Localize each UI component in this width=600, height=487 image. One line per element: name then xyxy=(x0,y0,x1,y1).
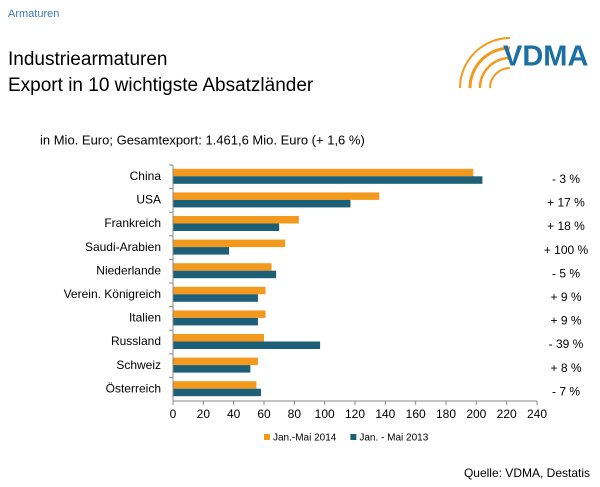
bar xyxy=(173,357,258,366)
x-tick-label: 40 xyxy=(227,407,241,421)
change-label: - 7 % xyxy=(552,384,580,398)
bar xyxy=(173,223,280,231)
bar xyxy=(173,270,277,279)
bar xyxy=(173,381,257,389)
bar xyxy=(173,294,258,302)
legend-swatch xyxy=(350,434,357,440)
x-tick-label: 240 xyxy=(527,407,547,421)
change-label: - 3 % xyxy=(552,172,580,186)
y-tick-label: Österreich xyxy=(106,381,161,395)
x-tick-label: 180 xyxy=(436,407,456,421)
bar xyxy=(173,216,299,224)
chart-title: Export in 10 wichtigste Absatzländer xyxy=(8,75,314,96)
bar xyxy=(173,310,266,318)
y-tick-label: Niederlande xyxy=(96,263,161,277)
change-label: + 100 % xyxy=(544,243,589,257)
y-tick-label: Frankreich xyxy=(104,216,161,230)
chart-title: Industriearmaturen xyxy=(8,49,167,70)
x-tick-label: 160 xyxy=(406,407,426,421)
change-label: + 9 % xyxy=(550,314,581,328)
bar xyxy=(173,334,264,342)
bar xyxy=(173,341,321,349)
x-tick-label: 220 xyxy=(497,407,517,421)
header: Armaturen xyxy=(8,8,59,20)
y-tick-label: China xyxy=(130,169,162,183)
legend-swatch xyxy=(264,434,270,440)
subtitle: in Mio. Euro; Gesamtexport: 1.461,6 Mio.… xyxy=(40,132,365,147)
source: Quelle: VDMA, Destatis xyxy=(464,466,590,480)
bar xyxy=(173,247,230,255)
y-tick-label: Saudi-Arabien xyxy=(85,240,161,254)
bar xyxy=(173,317,258,326)
x-tick-label: 200 xyxy=(466,407,486,421)
bar xyxy=(173,199,351,208)
legend-label: Jan.-Mai 2014 xyxy=(273,433,337,444)
x-tick-label: 60 xyxy=(257,407,271,421)
logo xyxy=(459,37,511,89)
bar xyxy=(173,286,266,295)
y-tick-label: USA xyxy=(136,193,161,207)
y-tick-label: Verein. Königreich xyxy=(64,287,161,301)
change-label: + 8 % xyxy=(550,361,581,375)
y-tick-label: Russland xyxy=(111,334,161,348)
x-tick-label: 140 xyxy=(375,407,395,421)
change-label: - 5 % xyxy=(552,266,580,280)
bar xyxy=(173,168,474,177)
x-tick-label: 100 xyxy=(315,407,335,421)
change-label: + 9 % xyxy=(550,290,581,304)
x-tick-label: 0 xyxy=(170,407,177,421)
bar xyxy=(173,263,272,271)
bar xyxy=(173,176,483,184)
bar xyxy=(173,388,261,397)
y-tick-label: Schweiz xyxy=(116,358,161,372)
bar xyxy=(173,192,380,200)
change-label: + 17 % xyxy=(547,196,585,210)
y-tick-label: Italien xyxy=(129,311,161,325)
bar xyxy=(173,239,286,248)
bar xyxy=(173,365,251,373)
change-label: + 18 % xyxy=(547,219,585,233)
logo-text: VDMA xyxy=(503,41,588,73)
x-tick-label: 20 xyxy=(197,407,211,421)
change-label: - 39 % xyxy=(549,337,584,351)
x-tick-label: 120 xyxy=(345,407,365,421)
legend-label: Jan. - Mai 2013 xyxy=(359,433,428,444)
x-tick-label: 80 xyxy=(288,407,302,421)
